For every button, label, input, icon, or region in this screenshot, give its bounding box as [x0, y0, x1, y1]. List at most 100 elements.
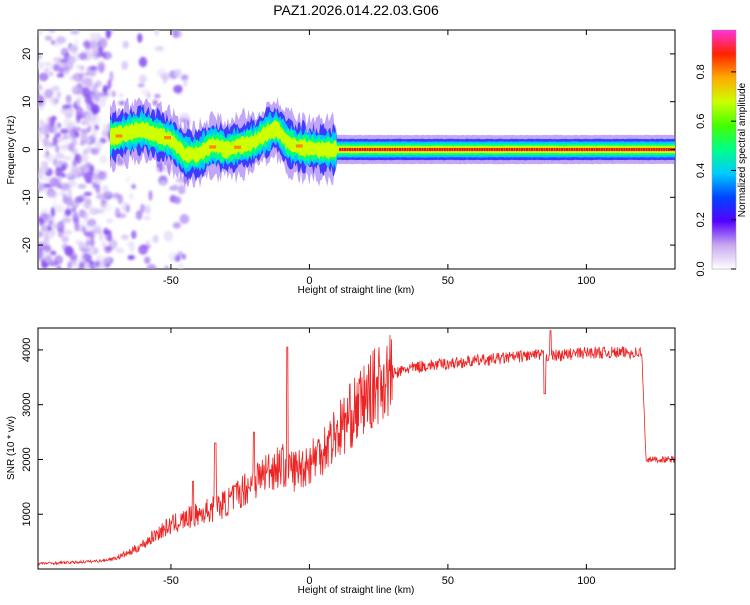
noise-blob: [105, 232, 113, 242]
ridge-core: [583, 147, 586, 152]
noise-blob: [125, 175, 131, 184]
ridge-core: [371, 147, 374, 152]
ridge-core: [209, 145, 217, 149]
ridge-core: [668, 147, 671, 152]
noise-blob: [77, 79, 84, 89]
noise-blob: [39, 227, 50, 237]
ridge-core: [550, 147, 554, 152]
noise-blob: [180, 74, 189, 81]
noise-blob: [90, 103, 100, 115]
noise-blob: [64, 208, 72, 217]
ridge-core: [665, 147, 668, 152]
noise-blob: [65, 248, 75, 254]
noise-blob: [80, 164, 86, 170]
y-tick-label: -20: [21, 237, 33, 253]
noise-blob: [83, 211, 89, 221]
noise-blob: [79, 140, 86, 146]
noise-blob: [89, 32, 96, 43]
noise-blob: [118, 100, 126, 106]
noise-blob: [106, 218, 114, 223]
ridge-core: [486, 147, 489, 152]
spectrogram-panel: -50 0 50 100 -20 -10 0 10 20 Height of straight…: [6, 29, 676, 296]
ridge-core: [620, 147, 623, 152]
ridge-core: [543, 147, 546, 152]
noise-blob: [38, 72, 49, 82]
noise-blob: [143, 215, 151, 221]
noise-blob: [140, 88, 151, 96]
ridge-core: [508, 147, 511, 152]
noise-blob: [177, 184, 186, 195]
ridge-core: [428, 147, 431, 152]
x-tick-label: -50: [163, 275, 179, 287]
noise-blob: [115, 247, 124, 254]
noise-blob: [56, 184, 63, 189]
noise-blob: [38, 129, 44, 134]
ridge-core: [408, 147, 411, 152]
ridge-core: [359, 147, 362, 152]
y-tick-label: 4000: [21, 338, 33, 362]
ridge-core: [456, 147, 459, 152]
ridge-core: [446, 147, 449, 152]
noise-blob: [52, 63, 60, 71]
ridge-core: [366, 147, 369, 152]
ridge-core: [403, 147, 406, 152]
noise-blob: [53, 56, 63, 63]
noise-blob: [61, 60, 68, 71]
noise-blob: [172, 184, 179, 191]
noise-blob: [131, 183, 136, 190]
ridge-core: [433, 147, 436, 152]
noise-blob: [61, 236, 69, 243]
noise-blob: [75, 106, 84, 117]
noise-blob: [116, 213, 127, 219]
noise-blob: [183, 79, 188, 87]
noise-blob: [164, 265, 169, 269]
ridge-core: [373, 147, 377, 152]
noise-blob: [107, 190, 112, 197]
ridge-core: [438, 147, 441, 152]
spectrogram-y-ticks: -20 -10 0 10 20: [21, 48, 675, 253]
ridge-core: [463, 147, 466, 152]
ridge-core: [628, 147, 631, 152]
noise-blob: [160, 73, 171, 81]
noise-blob: [65, 94, 72, 104]
ridge-core: [565, 147, 568, 152]
noise-blob: [62, 133, 69, 140]
ridge-core: [640, 147, 643, 152]
noise-blob: [83, 191, 92, 197]
noise-blob: [120, 234, 129, 241]
ridge-core: [563, 147, 566, 152]
y-tick-label: -10: [21, 189, 33, 205]
noise-blob: [50, 222, 58, 230]
noise-blob: [98, 231, 104, 242]
noise-blob: [38, 219, 45, 226]
noise-blob: [55, 160, 63, 167]
noise-blob: [127, 255, 135, 260]
noise-blob: [67, 126, 76, 135]
noise-blob: [38, 95, 45, 106]
noise-blob: [82, 77, 93, 87]
noise-blob: [38, 91, 41, 96]
noise-blob: [102, 85, 109, 93]
noise-blob: [45, 62, 56, 71]
noise-blob: [63, 217, 72, 224]
ridge-core: [663, 147, 666, 152]
ridge-core: [381, 147, 384, 152]
ridge-core: [413, 147, 416, 152]
noise-blob: [54, 204, 65, 213]
colorbar-tick-label: 0.0: [695, 261, 707, 276]
noise-blob: [50, 206, 56, 218]
ridge-core: [511, 147, 514, 152]
ridge-core: [526, 147, 529, 152]
noise-blob: [121, 60, 129, 71]
ridge-core: [383, 147, 387, 152]
ridge-core: [516, 147, 519, 152]
spectrogram-x-label: Height of straight line (km): [298, 285, 415, 296]
noise-blob: [56, 91, 62, 99]
noise-blob: [175, 176, 185, 184]
colorbar: 0.0 0.2 0.4 0.6 0.8 Normalized spectral ampl…: [695, 29, 748, 277]
chart-title: PAZ1.2026.014.22.03.G06: [273, 2, 439, 18]
noise-blob: [38, 30, 43, 36]
noise-blob: [131, 230, 137, 240]
ridge-core: [164, 136, 171, 140]
colorbar-gradient: [711, 29, 737, 270]
